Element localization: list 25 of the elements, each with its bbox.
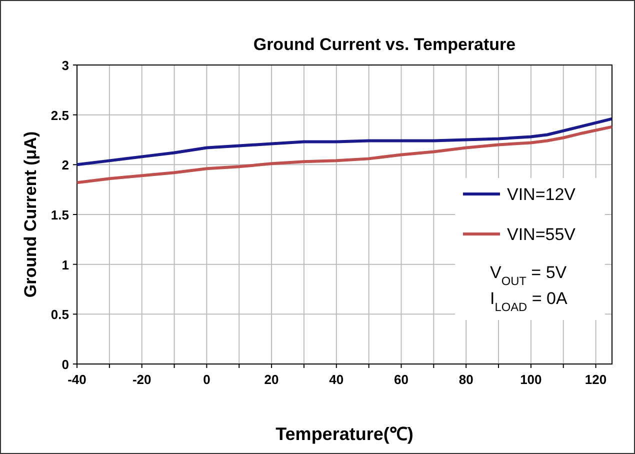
- y-tick-label: 2: [62, 158, 69, 173]
- x-tick-label: 40: [329, 372, 344, 387]
- x-axis-title: Temperature(℃): [276, 424, 414, 444]
- y-tick-label: 3: [62, 58, 69, 73]
- y-axis-title: Ground Current (μA): [21, 131, 40, 298]
- y-tick-label: 2.5: [50, 108, 69, 123]
- x-tick-label: 80: [458, 372, 474, 387]
- annotation: V$_{OUT}$ = 5V: [490, 263, 568, 288]
- x-tick-label: 60: [394, 372, 408, 387]
- y-tick-label: 1.5: [50, 208, 69, 222]
- line-series: [76, 125, 614, 184]
- line-series: [76, 117, 614, 166]
- x-tick-label: 20: [264, 372, 279, 387]
- annotation: I$_{LOAD}$ = 0A: [490, 289, 568, 314]
- legend-label: VIN=55V: [507, 225, 576, 244]
- chart-title: Ground Current vs. Temperature: [253, 35, 516, 54]
- y-tick-label: 1: [62, 257, 69, 272]
- x-tick-label: 120: [584, 372, 607, 387]
- y-tick-label: 0: [62, 357, 69, 372]
- x-tick-label: 100: [520, 372, 542, 387]
- x-tick-label: -20: [132, 372, 152, 387]
- x-tick-label: 0: [203, 372, 210, 387]
- x-tick-label: -40: [68, 372, 86, 387]
- legend-label: VIN=12V: [507, 185, 576, 204]
- y-tick-label: 0.5: [50, 307, 69, 322]
